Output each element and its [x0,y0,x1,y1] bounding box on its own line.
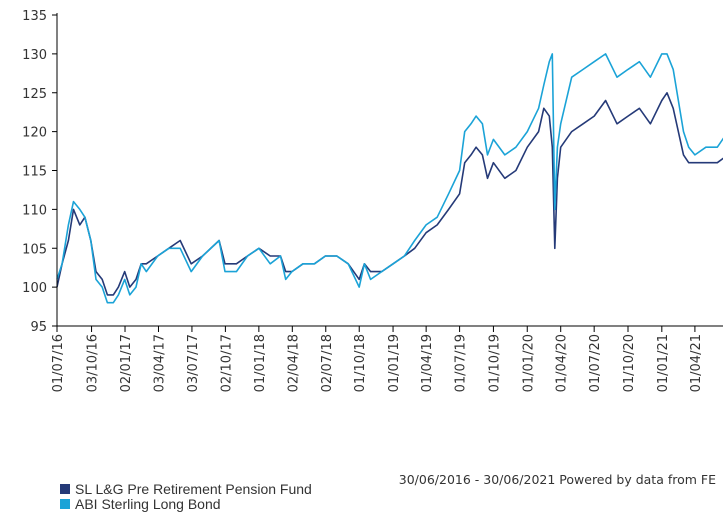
x-tick-label: 01/01/21 [656,334,671,392]
x-tick-label: 01/07/19 [454,334,469,392]
series-line [56,53,723,304]
legend-label: ABI Sterling Long Bond [75,496,221,512]
x-tick-label: 02/07/18 [320,334,335,392]
y-tick-label: 125 [22,87,47,102]
legend-swatch [60,499,70,509]
x-tick-label: 01/01/18 [253,334,268,392]
caption: 30/06/2016 - 30/06/2021 Powered by data … [399,472,716,487]
x-tick-label: 01/01/20 [521,334,536,392]
y-tick-label: 105 [22,242,47,257]
y-tick-label: 130 [22,48,47,63]
x-tick-label: 03/07/17 [186,334,201,392]
x-tick-label: 01/10/19 [487,334,502,392]
legend-label: SL L&G Pre Retirement Pension Fund [75,481,312,497]
x-tick-label: 02/01/17 [119,334,134,392]
x-tick-label: 01/04/20 [555,334,570,392]
x-tick-label: 03/10/16 [86,334,101,392]
y-tick-label: 100 [22,281,47,296]
x-tick-label: 01/07/20 [588,334,603,392]
y-tick-label: 110 [22,203,47,218]
x-tick-label: 01/01/19 [387,334,402,392]
x-tick-label: 01/10/18 [353,334,368,392]
x-tick-label: 01/10/20 [622,334,637,392]
x-tick-label: 03/04/17 [152,334,167,392]
x-tick-label: 01/07/16 [51,334,66,392]
y-tick-label: 95 [30,320,47,335]
y-tick-label: 115 [22,165,47,180]
x-tick-label: 02/04/18 [286,334,301,392]
series-line [56,92,723,296]
x-tick-label: 01/04/19 [420,334,435,392]
x-tick-label: 02/10/17 [219,334,234,392]
x-tick-label: 01/04/21 [689,334,704,392]
y-tick-label: 120 [22,126,47,141]
legend-swatch [60,484,70,494]
y-tick-label: 135 [22,9,47,24]
